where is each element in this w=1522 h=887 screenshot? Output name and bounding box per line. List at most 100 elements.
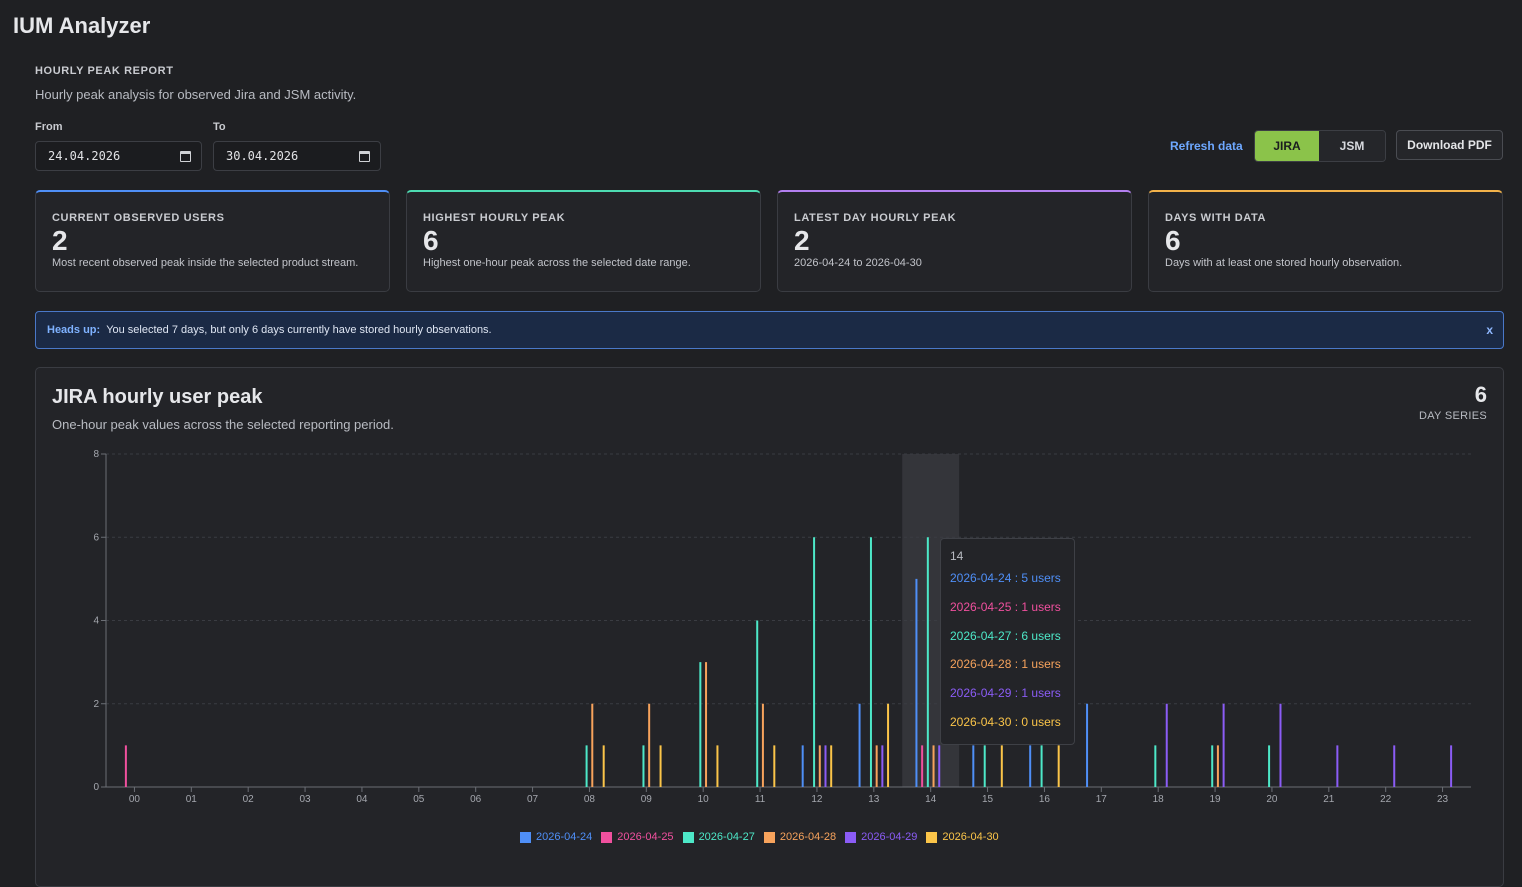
bar-2026-04-27-h08 (585, 745, 588, 787)
x-tick-label: 03 (300, 794, 312, 805)
refresh-data-link[interactable]: Refresh data (1170, 139, 1243, 153)
bar-2026-04-30-h16 (1057, 745, 1060, 787)
bar-2026-04-28-h10 (705, 662, 708, 787)
jsm-toggle-button[interactable]: JSM (1319, 131, 1385, 161)
kpi-label: LATEST DAY HOURLY PEAK (794, 212, 957, 224)
bar-2026-04-24-h17 (1086, 703, 1089, 787)
x-tick-label: 19 (1210, 794, 1222, 805)
legend-item[interactable]: 2026-04-24 (520, 831, 592, 843)
calendar-icon[interactable] (359, 150, 370, 162)
tooltip-row: 2026-04-30 : 0 users (950, 714, 1061, 729)
x-tick-label: 13 (868, 794, 880, 805)
tooltip-row: 2026-04-28 : 1 users (950, 657, 1061, 672)
kpi-value: 2 (794, 225, 810, 256)
download-pdf-button[interactable]: Download PDF (1396, 130, 1503, 160)
from-date-input[interactable]: 24.04.2026 (35, 141, 202, 171)
legend-label: 2026-04-30 (942, 831, 999, 843)
bar-2026-04-24-h15 (972, 745, 975, 787)
kpi-card-days-with-data: DAYS WITH DATA 6 Days with at least one … (1148, 190, 1503, 292)
bar-2026-04-29-h14 (938, 745, 941, 787)
kpi-value: 6 (423, 225, 439, 256)
chart-subtitle: One-hour peak values across the selected… (52, 417, 394, 432)
from-date-value: 24.04.2026 (48, 149, 121, 163)
x-tick-label: 18 (1153, 794, 1165, 805)
bar-2026-04-24-h13 (858, 703, 861, 787)
app-title: IUM Analyzer (13, 13, 151, 38)
bar-2026-04-30-h15 (1000, 745, 1003, 787)
bar-2026-04-29-h13 (881, 745, 884, 787)
legend-item[interactable]: 2026-04-27 (682, 831, 755, 843)
report-label: HOURLY PEAK REPORT (35, 65, 174, 77)
legend-swatch (682, 831, 694, 843)
bar-2026-04-27-h18 (1154, 745, 1157, 787)
x-tick-label: 01 (186, 794, 198, 805)
x-tick-label: 11 (755, 794, 766, 805)
to-date-input[interactable]: 30.04.2026 (213, 141, 381, 171)
x-tick-label: 16 (1039, 794, 1051, 805)
day-series-count: 6 (1474, 382, 1487, 407)
kpi-value: 6 (1165, 225, 1181, 256)
legend-label: 2026-04-24 (536, 831, 593, 843)
bar-2026-04-27-h09 (642, 745, 645, 787)
x-tick-label: 04 (356, 794, 368, 805)
y-tick-label: 2 (93, 699, 99, 710)
x-tick-label: 02 (243, 794, 255, 805)
bar-2026-04-27-h12 (813, 537, 816, 787)
bar-2026-04-29-h20 (1279, 703, 1282, 787)
bar-2026-04-25-h14 (921, 745, 924, 787)
kpi-description: 2026-04-24 to 2026-04-30 (794, 257, 922, 269)
legend-item[interactable]: 2026-04-25 (601, 831, 674, 843)
legend-swatch (601, 831, 613, 843)
alert-heading: Heads up: (47, 324, 101, 336)
heads-up-alert: Heads up: You selected 7 days, but only … (35, 311, 1504, 349)
legend-label: 2026-04-27 (698, 831, 755, 843)
kpi-description: Days with at least one stored hourly obs… (1165, 257, 1403, 269)
bar-2026-04-28-h19 (1216, 745, 1219, 787)
bar-2026-04-27-h11 (756, 620, 759, 787)
bar-2026-04-29-h19 (1222, 703, 1225, 787)
bar-2026-04-24-h12 (801, 745, 804, 787)
day-series-label: DAY SERIES (1418, 410, 1487, 422)
close-icon[interactable]: x (1486, 323, 1493, 337)
bar-2026-04-24-h14 (915, 578, 918, 787)
kpi-card-latest-day-peak: LATEST DAY HOURLY PEAK 2 2026-04-24 to 2… (777, 190, 1132, 292)
bar-2026-04-29-h12 (824, 745, 827, 787)
x-tick-label: 20 (1266, 794, 1278, 805)
tooltip-row: 2026-04-27 : 6 users (950, 628, 1061, 643)
calendar-icon[interactable] (180, 150, 191, 162)
legend-swatch (763, 831, 775, 843)
bar-2026-04-29-h18 (1165, 703, 1168, 787)
x-tick-label: 06 (470, 794, 482, 805)
chart-title: JIRA hourly user peak (52, 386, 263, 408)
legend-item[interactable]: 2026-04-28 (763, 831, 837, 843)
chart-tooltip: 14 2026-04-24 : 5 users 2026-04-25 : 1 u… (940, 538, 1075, 745)
bar-2026-04-29-h23 (1450, 745, 1453, 787)
x-tick-label: 10 (698, 794, 710, 805)
bar-2026-04-30-h09 (659, 745, 662, 787)
tooltip-row: 2026-04-29 : 1 users (950, 686, 1061, 701)
y-tick-label: 0 (93, 782, 99, 793)
x-tick-label: 17 (1096, 794, 1108, 805)
y-tick-label: 4 (93, 616, 99, 627)
bar-2026-04-28-h14 (932, 745, 935, 787)
x-tick-label: 08 (584, 794, 596, 805)
to-label: To (213, 121, 226, 133)
legend-item[interactable]: 2026-04-30 (926, 831, 999, 843)
jira-toggle-button[interactable]: JIRA (1255, 131, 1319, 161)
product-toggle: JIRA JSM (1254, 130, 1386, 162)
bar-2026-04-27-h16 (1040, 745, 1043, 787)
bar-2026-04-28-h08 (591, 703, 594, 787)
bar-2026-04-24-h16 (1029, 745, 1032, 787)
x-tick-label: 12 (811, 794, 823, 805)
kpi-card-highest-peak: HIGHEST HOURLY PEAK 6 Highest one-hour p… (406, 190, 761, 292)
bar-2026-04-25-h00 (124, 745, 127, 787)
x-tick-label: 15 (982, 794, 994, 805)
bar-2026-04-27-h20 (1268, 745, 1271, 787)
bar-2026-04-29-h22 (1393, 745, 1396, 787)
report-description: Hourly peak analysis for observed Jira a… (35, 87, 357, 102)
legend-swatch (926, 831, 938, 843)
legend-item[interactable]: 2026-04-29 (845, 831, 917, 843)
tooltip-title: 14 (950, 549, 964, 563)
legend-label: 2026-04-28 (779, 831, 837, 843)
